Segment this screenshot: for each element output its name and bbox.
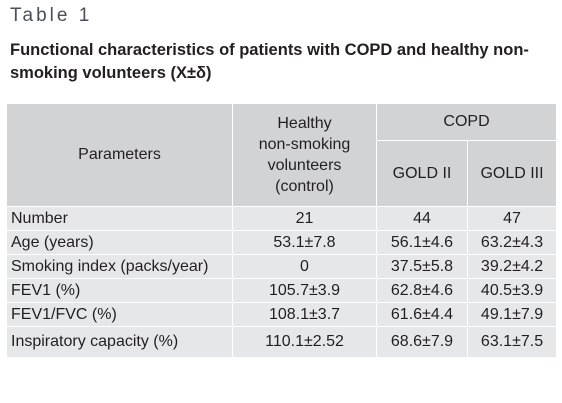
- row-parameter: FEV1/FVC (%): [6, 302, 233, 327]
- row-gold-iii-value: 40.5±3.9: [466, 278, 558, 303]
- table-row: FEV1 (%) 105.7±3.9 62.8±4.6 40.5±3.9: [6, 278, 558, 303]
- table-label: Table 1: [10, 5, 93, 26]
- row-gold-ii-value: 61.6±4.4: [376, 302, 468, 327]
- row-gold-iii-value: 63.1±7.5: [466, 326, 558, 358]
- table-row: Smoking index (packs/year) 0 37.5±5.8 39…: [6, 254, 558, 279]
- table-row: FEV1/FVC (%) 108.1±3.7 61.6±4.4 49.1±7.9: [6, 302, 558, 327]
- header-copd: COPD: [375, 103, 558, 141]
- row-control-value: 108.1±3.7: [232, 302, 377, 327]
- row-parameter: Smoking index (packs/year): [6, 254, 233, 279]
- table-row: Number 21 44 47: [6, 206, 558, 231]
- table-row: Age (years) 53.1±7.8 56.1±4.6 63.2±4.3: [6, 230, 558, 255]
- row-gold-iii-value: 47: [466, 206, 558, 231]
- row-gold-ii-value: 37.5±5.8: [376, 254, 468, 279]
- header-gold-iii: GOLD III: [466, 140, 558, 207]
- table-caption: Functional characteristics of patients w…: [10, 41, 529, 82]
- characteristics-table: Parameters Healthy non-smoking volunteer…: [6, 103, 558, 358]
- table-row: Inspiratory capacity (%) 110.1±2.52 68.6…: [6, 326, 558, 358]
- row-gold-iii-value: 49.1±7.9: [466, 302, 558, 327]
- row-control-value: 0: [232, 254, 377, 279]
- row-control-value: 21: [232, 206, 377, 231]
- row-parameter: Number: [6, 206, 233, 231]
- row-gold-iii-value: 63.2±4.3: [466, 230, 558, 255]
- row-parameter: Inspiratory capacity (%): [6, 326, 233, 358]
- header-control: Healthy non-smoking volunteers (control): [232, 103, 377, 207]
- row-control-value: 105.7±3.9: [232, 278, 377, 303]
- row-control-value: 53.1±7.8: [232, 230, 377, 255]
- row-gold-ii-value: 56.1±4.6: [376, 230, 468, 255]
- row-gold-ii-value: 68.6±7.9: [376, 326, 468, 358]
- row-gold-ii-value: 44: [376, 206, 468, 231]
- header-parameters: Parameters: [6, 103, 233, 207]
- header-gold-ii: GOLD II: [376, 140, 468, 207]
- row-parameter: Age (years): [6, 230, 233, 255]
- row-gold-iii-value: 39.2±4.2: [466, 254, 558, 279]
- row-control-value: 110.1±2.52: [232, 326, 377, 358]
- row-gold-ii-value: 62.8±4.6: [376, 278, 468, 303]
- row-parameter: FEV1 (%): [6, 278, 233, 303]
